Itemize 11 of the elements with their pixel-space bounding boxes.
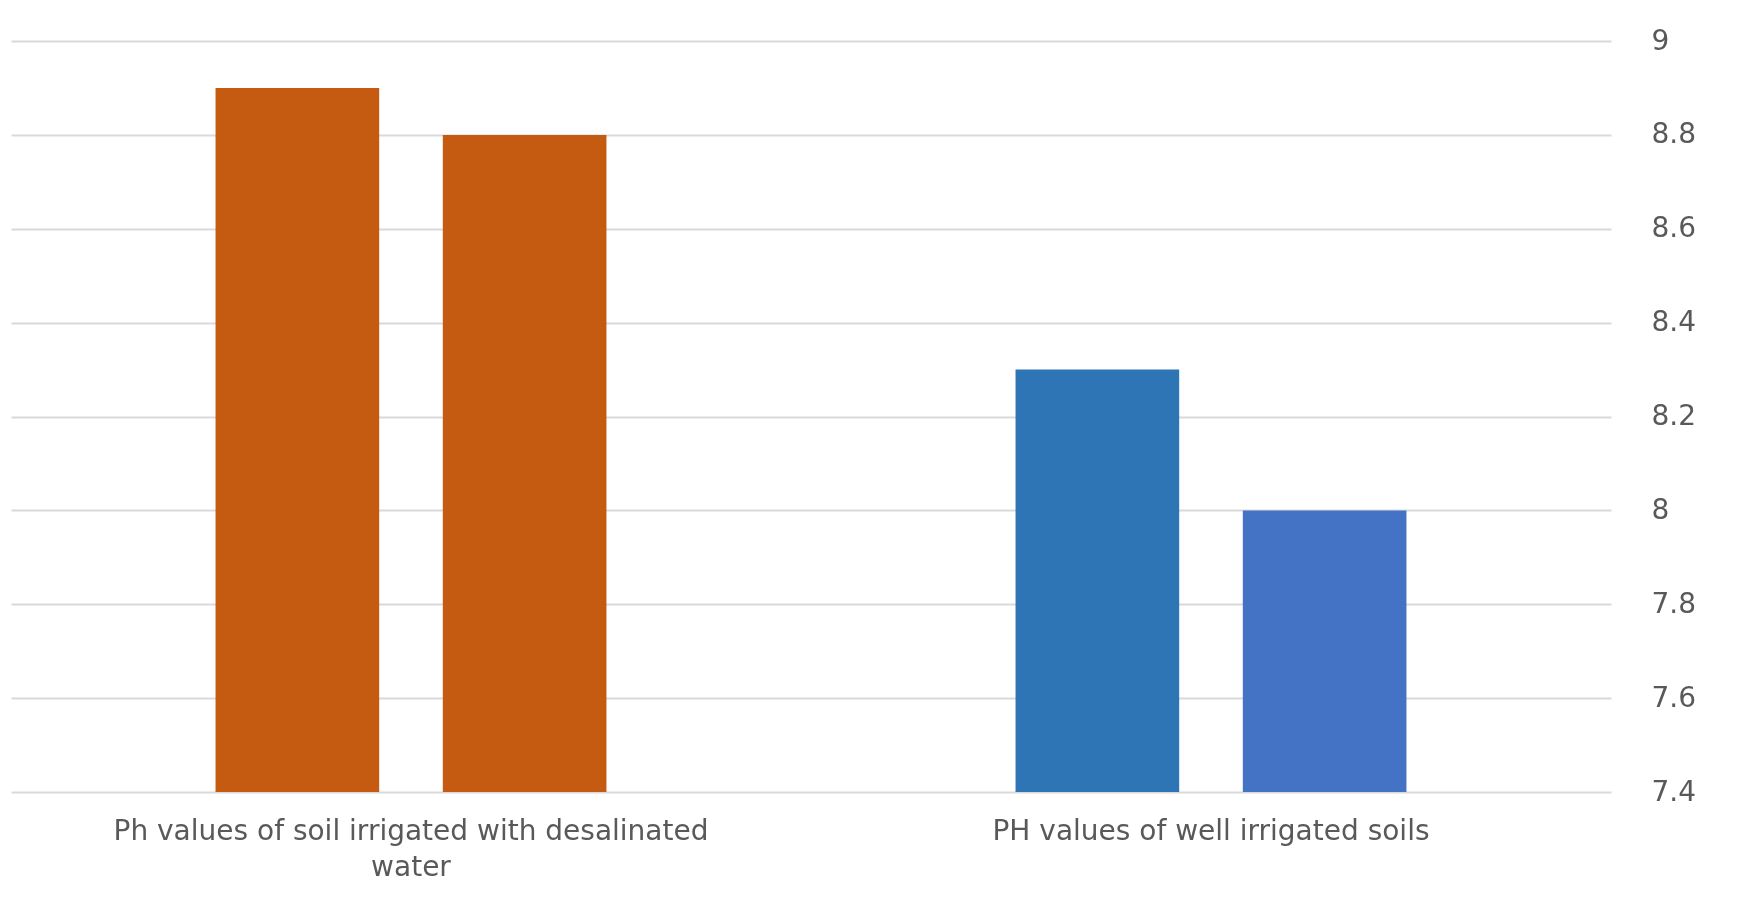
y-tick-label: 8 xyxy=(1651,492,1670,526)
y-tick-label: 8.8 xyxy=(1651,117,1697,151)
x-tick-label: PH values of well irrigated soils xyxy=(992,813,1430,847)
y-tick-label: 7.6 xyxy=(1651,680,1697,714)
x-tick-label: Ph values of soil irrigated with desalinated water xyxy=(113,813,709,883)
y-tick-label: 9 xyxy=(1651,23,1670,57)
y-tick-label: 8.4 xyxy=(1651,305,1697,339)
y-tick-label: 8.2 xyxy=(1651,399,1697,432)
y-tick-label: 8.6 xyxy=(1651,211,1697,245)
y-tick-label: 7.4 xyxy=(1651,774,1697,808)
y-tick-label: 7.8 xyxy=(1651,586,1697,620)
